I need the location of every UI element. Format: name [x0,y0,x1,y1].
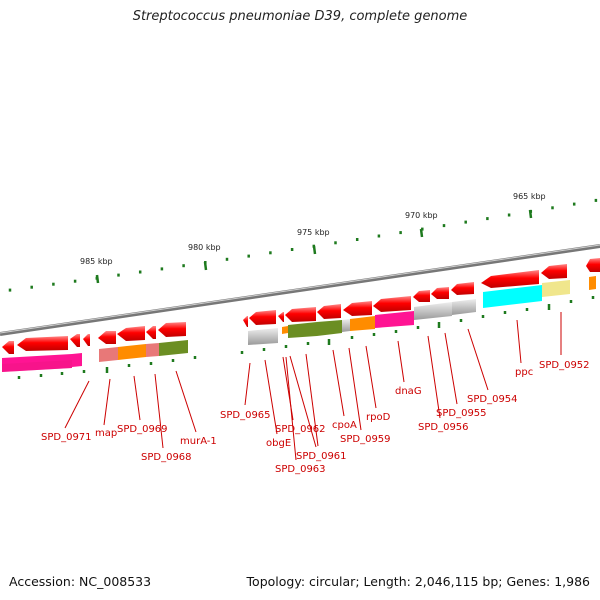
feature-bar [483,285,542,308]
gene-label-obgE: obgE [266,438,291,449]
gene-arrow [146,326,156,339]
gene-label-SPD_0961: SPD_0961 [296,451,347,462]
gene-arrow [70,334,80,347]
gene-arrow [285,307,316,322]
feature-bar [248,328,278,345]
accession-info: Accession: NC_008533 [9,574,151,589]
feature-bar [542,280,570,297]
gene-label-SPD_0971: SPD_0971 [41,432,92,443]
gene-label-SPD_0968: SPD_0968 [141,452,192,463]
gene-arrow [541,264,567,279]
gene-arrow [317,304,341,319]
map-title: Streptococcus pneumoniae D39, complete g… [132,9,468,24]
gene-label-SPD_0963: SPD_0963 [275,464,326,475]
accession-value: NC_008533 [79,574,152,589]
gene-arrow [413,290,430,302]
feature-bar [317,320,342,336]
gene-label-SPD_0956: SPD_0956 [418,422,469,433]
feature-bar [72,353,82,367]
feature-bar [288,322,317,338]
gene-arrow [249,310,276,325]
accession-label: Accession: [9,574,76,589]
gene-arrow [83,334,90,346]
gene-arrow [117,326,145,341]
gene-label-murA-1: murA-1 [180,436,217,447]
feature-bar [452,299,476,315]
feature-bars [2,276,596,372]
gene-label-SPD_0954: SPD_0954 [467,394,518,405]
gene-label-SPD_0959: SPD_0959 [340,434,391,445]
gene-arrow [481,270,539,288]
label-leaders [64,312,562,461]
gene-label-SPD_0952: SPD_0952 [539,360,590,371]
gene-label-rpoD: rpoD [366,412,391,423]
genes-value: 1,986 [554,574,590,589]
gene-arrow [98,331,116,344]
gene-arrow [431,287,449,299]
topology-value: circular [309,574,356,589]
gene-label-SPD_0962: SPD_0962 [275,424,326,435]
ruler-label-970: 970 kbp [405,211,438,220]
gene-label-SPD_0955: SPD_0955 [436,408,487,419]
gene-label-SPD_0965: SPD_0965 [220,410,271,421]
gene-arrow [451,282,474,295]
gene-arrow [373,296,411,312]
feature-ticks [17,296,595,379]
genome-summary: Topology: circular; Length: 2,046,115 bp… [246,574,590,589]
ruler-label-965: 965 kbp [513,192,546,201]
genes-label: Genes: [506,574,551,589]
topology-label: Topology: [246,574,306,589]
ruler-label-980: 980 kbp [188,243,221,252]
gene-arrow [17,336,68,351]
feature-bar [146,343,159,357]
feature-bar [342,319,350,332]
feature-bar [2,360,72,372]
feature-bar [99,347,118,362]
feature-bar [118,344,146,360]
gene-label-SPD_0969: SPD_0969 [117,424,168,435]
gene-arrow [158,322,186,337]
gene-arrow [243,316,248,327]
length-label: Length: [363,574,411,589]
feature-bar [282,326,288,334]
gene-label-cpoA: cpoA [332,420,357,431]
length-value: 2,046,115 bp [414,574,499,589]
gene-arrow [343,301,372,316]
genome-backbone [0,244,600,336]
feature-bar [350,316,375,331]
feature-bar [159,340,188,356]
ruler-label-975: 975 kbp [297,228,330,237]
gene-label-dnaG: dnaG [395,386,422,397]
gene-arrow [586,258,600,272]
gene-arrows [2,258,600,354]
feature-bar [2,354,72,372]
feature-bar [589,276,596,290]
gene-labels: SPD_0971 map SPD_0969 SPD_0968 murA-1 SP… [41,360,590,475]
ruler-label-985: 985 kbp [80,257,113,266]
feature-bar [414,302,452,320]
gene-arrow [2,341,14,354]
feature-bar [375,311,414,328]
ruler-minor-ticks [8,198,598,292]
genome-backbone-highlight [0,244,600,334]
gene-label-map: map [95,428,117,439]
gene-label-ppc: ppc [515,367,533,378]
gene-arrow [278,312,284,322]
